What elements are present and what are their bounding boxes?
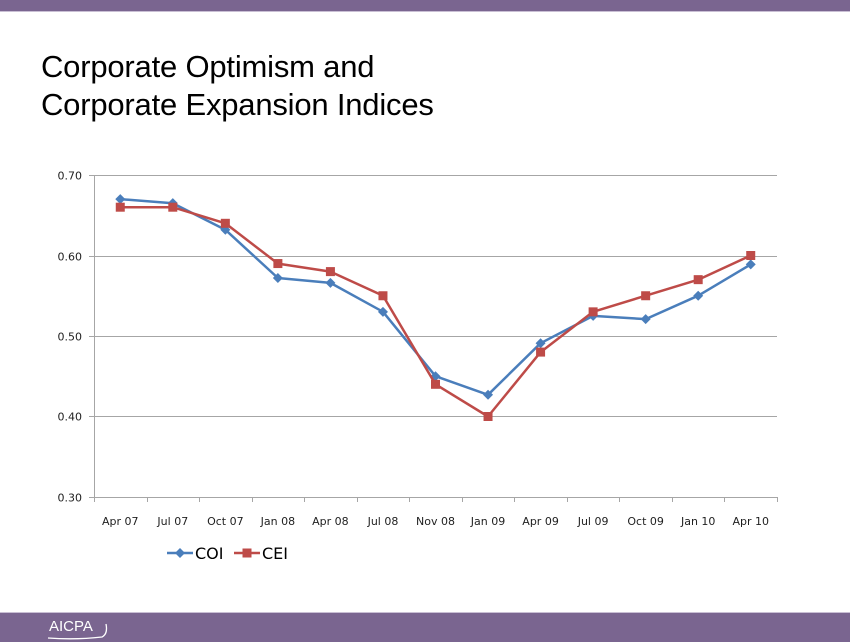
x-tick-label: Oct 09 <box>627 515 664 528</box>
coi-marker <box>745 259 756 270</box>
coi-marker <box>483 389 494 400</box>
x-tick-label: Jul 08 <box>367 515 399 528</box>
cei-marker <box>273 259 283 269</box>
cei-marker <box>641 291 651 301</box>
x-tick-label: Apr 07 <box>102 515 139 528</box>
x-tick-label: Jul 07 <box>156 515 188 528</box>
cei-marker <box>483 412 493 421</box>
coi-line <box>120 197 752 397</box>
coi-marker <box>693 290 704 301</box>
x-tick-label: Jan 10 <box>680 515 715 528</box>
cei-marker <box>693 275 703 285</box>
cei-marker <box>115 202 125 212</box>
cei-marker <box>536 347 546 357</box>
slide-title: Corporate Optimism and Corporate Expansi… <box>41 48 434 124</box>
x-tick-label: Jan 08 <box>260 515 295 528</box>
logo-text: AICPA <box>49 618 93 635</box>
series-coi <box>115 194 756 400</box>
x-tick-label: Apr 09 <box>522 515 559 528</box>
bottom-banner: AICPA <box>0 612 850 642</box>
legend: COI CEI <box>167 544 288 563</box>
coi-marker <box>535 338 546 349</box>
cei-marker <box>378 291 388 301</box>
legend-item-cei: CEI <box>234 544 288 563</box>
x-tick-label: Nov 08 <box>416 515 455 528</box>
gridlines <box>94 175 777 417</box>
x-tick-label: Oct 07 <box>207 515 244 528</box>
axes: 0.30 0.40 0.50 0.60 0.70 Apr 07 Jul 07 Oct 07 Ja… <box>58 170 778 528</box>
cei-marker <box>588 307 598 317</box>
cei-marker <box>242 548 252 558</box>
cei-marker <box>168 202 178 212</box>
coi-marker <box>175 548 185 558</box>
series <box>115 194 756 421</box>
y-tick-label: 0.40 <box>58 411 83 424</box>
slide-title-line-2: Corporate Expansion Indices <box>41 87 434 122</box>
cei-marker <box>746 251 756 260</box>
coi-marker <box>377 306 388 317</box>
cei-marker <box>325 267 335 277</box>
x-tick-label: Jan 09 <box>470 515 505 528</box>
series-cei <box>115 202 756 421</box>
cei-marker <box>431 379 440 389</box>
y-tick-label: 0.50 <box>58 331 83 344</box>
coi-marker <box>640 314 651 325</box>
y-tick-label: 0.60 <box>58 251 83 264</box>
cei-marker <box>220 218 230 228</box>
legend-item-coi: COI <box>167 544 223 563</box>
y-tick-label: 0.30 <box>58 492 83 505</box>
x-tick-label: Apr 08 <box>312 515 349 528</box>
slide-title-line-1: Corporate Optimism and <box>41 49 375 84</box>
logo-swoosh-icon <box>47 623 108 640</box>
coi-marker <box>272 273 283 284</box>
y-tick-label: 0.70 <box>58 170 83 183</box>
legend-label: COI <box>195 544 223 563</box>
legend-label: CEI <box>262 544 288 563</box>
x-tick-label: Jul 09 <box>577 515 609 528</box>
coi-marker <box>325 277 336 288</box>
top-banner <box>0 0 850 12</box>
x-tick-label: Apr 10 <box>732 515 769 528</box>
coi-marker <box>115 194 126 205</box>
